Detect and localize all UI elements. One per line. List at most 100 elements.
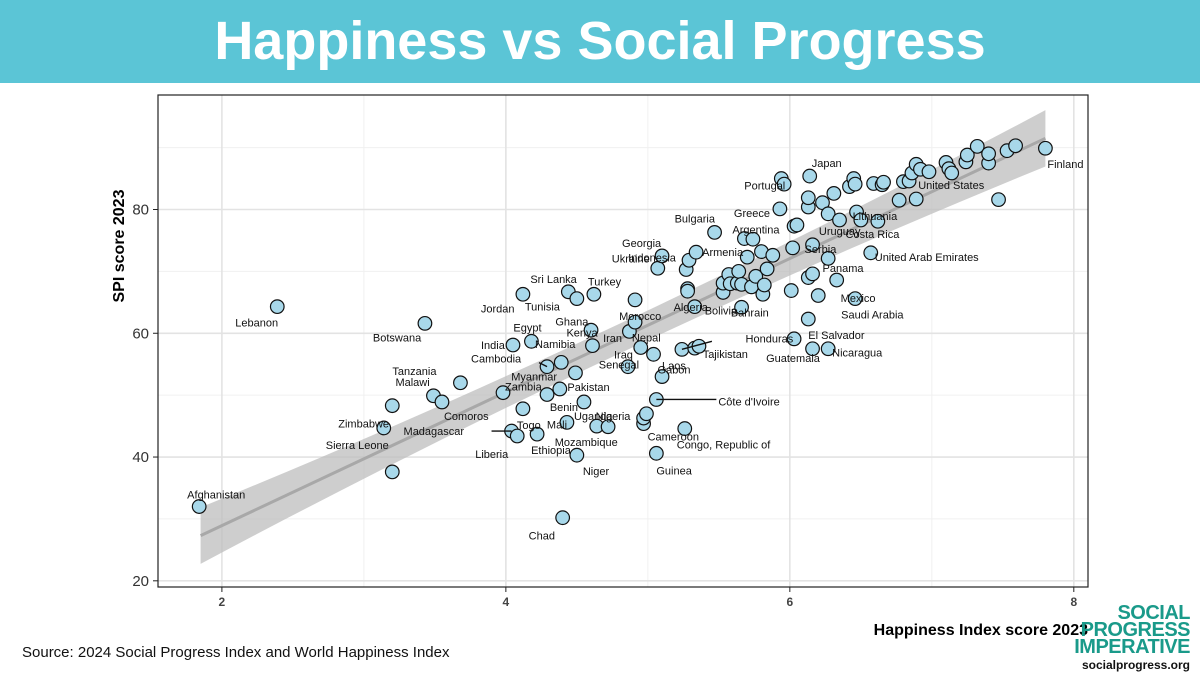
data-point [785, 240, 801, 256]
point-label: Cambodia [471, 354, 522, 366]
point-label: Lithuania [853, 211, 899, 223]
data-point [559, 414, 575, 430]
data-point [786, 331, 802, 347]
data-point [620, 359, 636, 375]
data-point [1038, 140, 1053, 156]
point-label: Nepal [632, 332, 661, 344]
data-point [453, 375, 468, 391]
data-point [654, 248, 670, 264]
point-label: Turkey [588, 276, 622, 288]
point-label: Egypt [513, 322, 541, 334]
point-label: Benin [550, 402, 578, 414]
page-title: Happiness vs Social Progress [214, 11, 986, 71]
data-point [776, 176, 792, 192]
data-point [959, 147, 975, 163]
y-tick-label: 80 [132, 201, 149, 218]
point-label: Nicaragua [832, 348, 883, 360]
data-point [529, 426, 545, 442]
point-label: Uganda [574, 411, 613, 423]
data-point [800, 190, 816, 206]
y-tick-label: 40 [132, 449, 149, 466]
point-label: Madagascar [404, 426, 465, 438]
data-point [826, 185, 842, 201]
point-label: Togo [517, 420, 541, 432]
data-point [853, 212, 869, 228]
data-point [772, 201, 788, 217]
data-point [568, 365, 583, 381]
data-point [495, 385, 511, 401]
point-label: Gabon [658, 364, 691, 376]
data-point [680, 283, 696, 299]
point-label: United States [918, 180, 985, 192]
data-point [505, 337, 521, 353]
point-label: Lebanon [235, 318, 278, 330]
point-label: Morocco [619, 311, 661, 323]
point-label: Honduras [746, 333, 794, 345]
point-label: Saudi Arabia [841, 310, 904, 322]
point-label: Pakistan [567, 382, 609, 394]
data-point [586, 286, 602, 302]
point-label: Bahrain [731, 307, 769, 319]
label-leader-line [538, 362, 548, 368]
scatter-chart: 2 4 6 8 20 40 60 80 Happiness Index score 2023 SP… [111, 94, 1089, 639]
data-point [687, 299, 703, 315]
x-tick-label: 4 [503, 595, 510, 609]
point-label: Afghanistan [187, 490, 245, 502]
point-label: Jordan [481, 303, 515, 315]
data-point [707, 224, 722, 240]
point-label: Algeria [674, 302, 709, 314]
data-point [583, 322, 599, 338]
data-point [863, 245, 879, 261]
point-label: Côte d'Ivoire [718, 396, 779, 408]
point-label: Costa Rica [846, 229, 901, 241]
data-point [627, 314, 643, 330]
data-point [944, 165, 960, 181]
data-point [384, 398, 400, 414]
data-point [800, 311, 816, 327]
point-label: Bulgaria [675, 213, 716, 225]
logo-line-2: PROGRESS [1080, 619, 1191, 641]
point-label: Japan [812, 158, 842, 170]
y-tick-label: 20 [132, 573, 149, 590]
point-label: Iraq [614, 350, 633, 362]
source-note: Source: 2024 Social Progress Index and W… [22, 644, 450, 661]
point-label: Nigeria [596, 411, 632, 423]
data-point [633, 340, 649, 355]
point-label: Botswana [373, 332, 422, 344]
point-label: Namibia [535, 339, 576, 351]
data-point [524, 333, 539, 349]
point-label: Greece [734, 208, 770, 220]
data-point [600, 419, 616, 435]
data-point [515, 401, 531, 417]
spi-logo: SOCIAL PROGRESS IMPERATIVE socialprogres… [1074, 603, 1191, 674]
data-point [674, 341, 690, 357]
data-point [539, 387, 555, 402]
title-banner: Happiness vs Social Progress [0, 0, 1200, 83]
data-point [908, 191, 924, 207]
point-label: Georgia [622, 238, 662, 250]
point-label: Comoros [444, 411, 489, 423]
point-label: Niger [583, 466, 610, 478]
point-label: Congo, Republic of [677, 440, 772, 452]
point-label: Guatemala [766, 353, 821, 365]
point-label: Cameroon [648, 432, 699, 444]
plot-border [157, 94, 1089, 588]
point-label: Mexico [841, 293, 876, 305]
point-label: Portugal [744, 181, 785, 193]
data-point [417, 315, 433, 331]
data-point [745, 231, 761, 247]
data-point [654, 369, 670, 384]
data-point [870, 213, 886, 229]
point-label: Iran [603, 333, 622, 345]
data-point [569, 447, 585, 463]
point-label: Ukraine [612, 253, 650, 265]
point-label: Sri Lanka [530, 274, 577, 286]
point-label: Kenya [566, 328, 598, 340]
point-label: Indonesia [628, 253, 677, 265]
label-leader-line [681, 340, 713, 351]
data-point [981, 146, 997, 162]
data-point [646, 346, 661, 362]
data-point [191, 499, 207, 514]
data-point [829, 272, 845, 288]
data-point [734, 299, 749, 315]
